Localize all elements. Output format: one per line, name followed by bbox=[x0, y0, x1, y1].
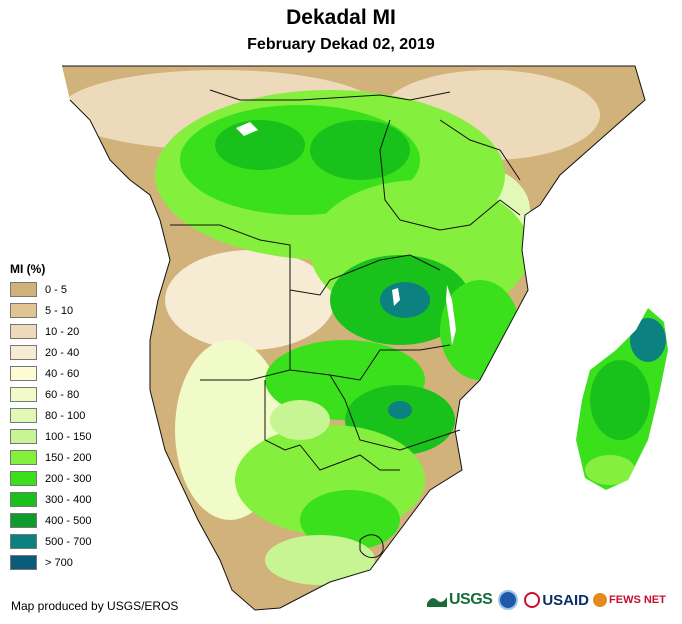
legend-label: 300 - 400 bbox=[45, 493, 92, 506]
legend-label: 5 - 10 bbox=[45, 304, 74, 317]
legend-label: 150 - 200 bbox=[45, 451, 92, 464]
fews-label: FEWS NET bbox=[609, 594, 666, 606]
usaid-label: USAID bbox=[542, 591, 590, 609]
legend-title: MI (%) bbox=[10, 262, 46, 276]
legend-label: 400 - 500 bbox=[45, 514, 92, 527]
noaa-seal-icon bbox=[498, 590, 519, 610]
logo-bar: USGS USAID FEWS NET bbox=[427, 585, 677, 615]
usaid-logo: USAID bbox=[524, 592, 589, 609]
legend-item: 500 - 700 bbox=[10, 531, 91, 552]
legend-swatch bbox=[10, 387, 37, 402]
madagascar bbox=[576, 308, 668, 490]
fews-logo: FEWS NET bbox=[593, 593, 666, 607]
legend-item: > 700 bbox=[10, 552, 91, 573]
usgs-label: USGS bbox=[449, 591, 493, 608]
legend-label: 10 - 20 bbox=[45, 325, 80, 338]
legend-item: 40 - 60 bbox=[10, 363, 91, 384]
legend-item: 200 - 300 bbox=[10, 468, 91, 489]
usaid-seal-icon bbox=[524, 592, 541, 608]
legend-swatch bbox=[10, 345, 37, 360]
legend-swatch bbox=[10, 471, 37, 486]
legend-label: 200 - 300 bbox=[45, 472, 92, 485]
legend-label: 500 - 700 bbox=[45, 535, 92, 548]
country-borders bbox=[62, 65, 646, 611]
legend-swatch bbox=[10, 555, 37, 570]
usgs-logo: USGS bbox=[427, 591, 493, 609]
legend-swatch bbox=[10, 450, 37, 465]
legend-label: 0 - 5 bbox=[45, 283, 68, 296]
legend-swatch bbox=[10, 492, 37, 507]
legend-label: 20 - 40 bbox=[45, 346, 80, 359]
credit-text: Map produced by USGS/EROS bbox=[11, 599, 179, 613]
legend-item: 150 - 200 bbox=[10, 447, 91, 468]
legend-swatch bbox=[10, 303, 37, 318]
legend-item: 20 - 40 bbox=[10, 342, 91, 363]
legend-swatch bbox=[10, 324, 37, 339]
legend-swatch bbox=[10, 408, 37, 423]
legend-swatch bbox=[10, 282, 37, 297]
legend-swatch bbox=[10, 366, 37, 381]
fews-globe-icon bbox=[593, 593, 608, 607]
map-subtitle: February Dekad 02, 2019 bbox=[247, 36, 435, 53]
map-title: Dekadal MI bbox=[286, 6, 396, 29]
legend-item: 300 - 400 bbox=[10, 489, 91, 510]
legend-label: 80 - 100 bbox=[45, 409, 86, 422]
legend-label: 40 - 60 bbox=[45, 367, 80, 380]
legend-items: 0 - 5 5 - 10 10 - 20 20 - 40 40 - 60 60 - 80 8… bbox=[10, 279, 91, 573]
legend-item: 80 - 100 bbox=[10, 405, 91, 426]
legend-item: 100 - 150 bbox=[10, 426, 91, 447]
legend-swatch bbox=[10, 513, 37, 528]
legend-swatch bbox=[10, 429, 37, 444]
legend: MI (%) 0 - 5 5 - 10 10 - 20 20 - 40 40 - 60 6… bbox=[10, 262, 91, 573]
usgs-wave-icon bbox=[427, 597, 447, 607]
legend-item: 60 - 80 bbox=[10, 384, 91, 405]
legend-label: > 700 bbox=[45, 556, 73, 569]
legend-item: 5 - 10 bbox=[10, 300, 91, 321]
legend-item: 10 - 20 bbox=[10, 321, 91, 342]
legend-label: 100 - 150 bbox=[45, 430, 92, 443]
legend-label: 60 - 80 bbox=[45, 388, 80, 401]
africa-landmass bbox=[62, 66, 645, 610]
legend-swatch bbox=[10, 534, 37, 549]
legend-item: 0 - 5 bbox=[10, 279, 91, 300]
legend-item: 400 - 500 bbox=[10, 510, 91, 531]
